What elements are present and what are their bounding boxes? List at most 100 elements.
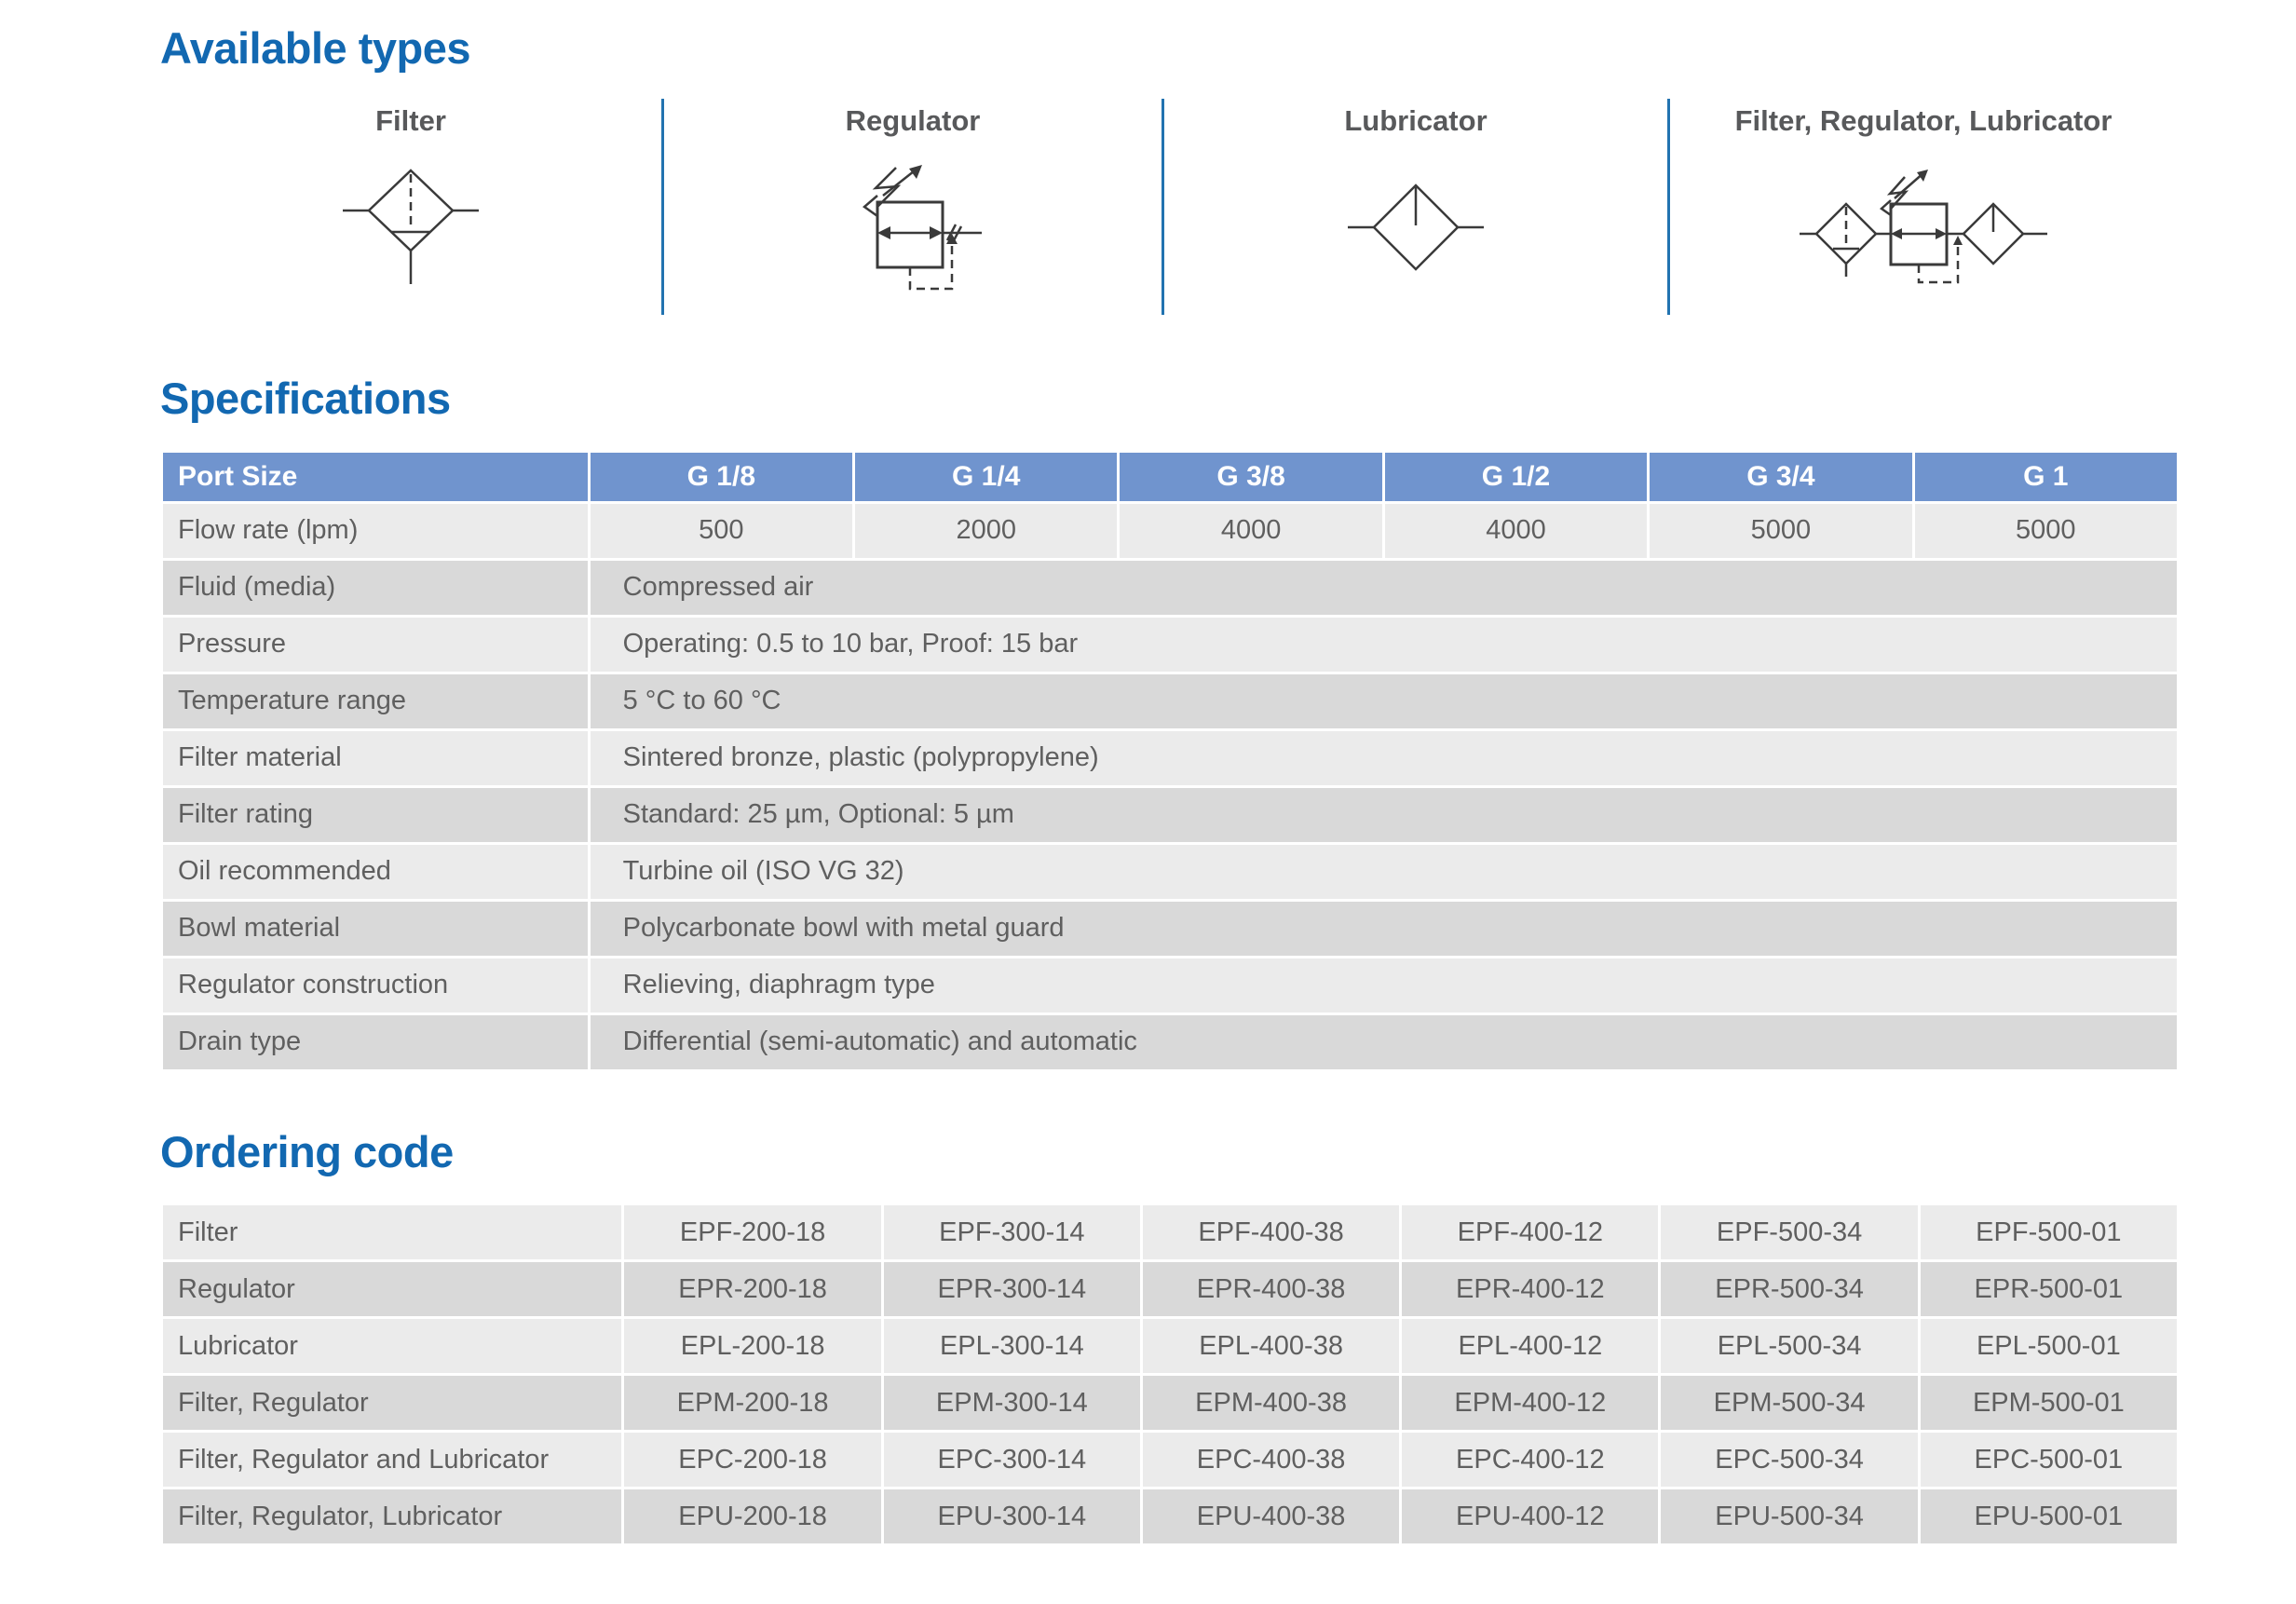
order-code: EPF-300-14 [883,1205,1140,1260]
spec-value: 5000 [1914,503,2177,558]
spec-row-temperature: Temperature range 5 °C to 60 °C [163,673,2177,728]
spec-value: Polycarbonate bowl with metal guard [590,901,2177,956]
order-code: EPL-500-34 [1661,1319,1918,1374]
spec-header-g34: G 3/4 [1650,452,1912,501]
spec-label: Filter material [163,730,588,785]
spec-value: 5000 [1650,503,1912,558]
order-row-filter-regulator-lubricator: Filter, Regulator, Lubricator EPU-200-18… [163,1489,2177,1544]
spec-row-filter-material: Filter material Sintered bronze, plastic… [163,730,2177,785]
order-code: EPC-200-18 [624,1433,881,1488]
order-code: EPR-500-01 [1920,1262,2177,1317]
order-code: EPF-400-12 [1402,1205,1659,1260]
spec-row-drain-type: Drain type Differential (semi-automatic)… [163,1014,2177,1069]
order-row-lubricator: Lubricator EPL-200-18 EPL-300-14 EPL-400… [163,1319,2177,1374]
order-code: EPL-400-12 [1402,1319,1659,1374]
spec-value: Compressed air [590,560,2177,615]
order-code: EPL-400-38 [1142,1319,1400,1374]
type-cell-filter: Filter [160,99,661,315]
order-code: EPM-500-01 [1920,1376,2177,1431]
spec-label: Filter rating [163,787,588,842]
order-label: Lubricator [163,1319,622,1374]
spec-value: 5 °C to 60 °C [590,673,2177,728]
order-label: Filter, Regulator, Lubricator [163,1489,622,1544]
ordering-code-table: Filter EPF-200-18 EPF-300-14 EPF-400-38 … [160,1203,2180,1546]
order-label: Regulator [163,1262,622,1317]
order-code: EPM-200-18 [624,1376,881,1431]
available-types-row: Filter Regulator [160,99,2177,316]
order-code: EPM-400-12 [1402,1376,1659,1431]
spec-header-g1: G 1 [1914,452,2177,501]
order-code: EPR-400-12 [1402,1262,1659,1317]
section-title-available-types: Available types [160,23,470,73]
order-row-filter-regulator: Filter, Regulator EPM-200-18 EPM-300-14 … [163,1376,2177,1431]
spec-row-bowl: Bowl material Polycarbonate bowl with me… [163,901,2177,956]
spec-value: Standard: 25 µm, Optional: 5 µm [590,787,2177,842]
order-code: EPL-200-18 [624,1319,881,1374]
spec-header-g12: G 1/2 [1384,452,1648,501]
filter-regulator-lubricator-symbol-icon [1798,142,2049,315]
order-code: EPF-500-01 [1920,1205,2177,1260]
spec-value: 2000 [855,503,1118,558]
type-label-regulator: Regulator [845,104,981,138]
spec-value: Differential (semi-automatic) and automa… [590,1014,2177,1069]
order-code: EPC-300-14 [883,1433,1140,1488]
order-code: EPC-400-12 [1402,1433,1659,1488]
order-row-filter: Filter EPF-200-18 EPF-300-14 EPF-400-38 … [163,1205,2177,1260]
order-code: EPU-400-12 [1402,1489,1659,1544]
spec-header-g18: G 1/8 [590,452,853,501]
section-title-ordering-code: Ordering code [160,1126,454,1176]
section-title-specifications: Specifications [160,374,451,424]
spec-header-g38: G 3/8 [1120,452,1382,501]
order-code: EPU-300-14 [883,1489,1140,1544]
lubricator-symbol-icon [1346,142,1486,315]
order-code: EPM-500-34 [1661,1376,1918,1431]
order-code: EPF-400-38 [1142,1205,1400,1260]
type-cell-frl: Filter, Regulator, Lubricator [1667,99,2177,316]
order-code: EPR-300-14 [883,1262,1140,1317]
order-code: EPL-500-01 [1920,1319,2177,1374]
spec-header-g14: G 1/4 [855,452,1118,501]
order-code: EPR-200-18 [624,1262,881,1317]
order-code: EPR-500-34 [1661,1262,1918,1317]
spec-value: Relieving, diaphragm type [590,958,2177,1013]
order-code: EPC-500-01 [1920,1433,2177,1488]
spec-label: Drain type [163,1014,588,1069]
order-code: EPM-400-38 [1142,1376,1400,1431]
order-code: EPL-300-14 [883,1319,1140,1374]
spec-label: Fluid (media) [163,560,588,615]
spec-value: 500 [590,503,853,558]
spec-row-regulator-construction: Regulator construction Relieving, diaphr… [163,958,2177,1013]
spec-header-port-size: Port Size [163,452,588,501]
order-code: EPF-500-34 [1661,1205,1918,1260]
order-code: EPU-400-38 [1142,1489,1400,1544]
spec-row-filter-rating: Filter rating Standard: 25 µm, Optional:… [163,787,2177,842]
spec-value: Turbine oil (ISO VG 32) [590,844,2177,899]
page-content: Available types Filter Regulator [160,23,2180,1546]
spec-row-flow-rate: Flow rate (lpm) 500 2000 4000 4000 5000 … [163,503,2177,558]
spec-label: Regulator construction [163,958,588,1013]
spec-value: 4000 [1120,503,1382,558]
spec-row-fluid: Fluid (media) Compressed air [163,560,2177,615]
type-label-filter: Filter [375,104,446,138]
spec-label: Temperature range [163,673,588,728]
order-code: EPU-200-18 [624,1489,881,1544]
order-label: Filter [163,1205,622,1260]
spec-label: Bowl material [163,901,588,956]
regulator-symbol-icon [840,142,985,315]
order-row-filter-regulator-and-lubricator: Filter, Regulator and Lubricator EPC-200… [163,1433,2177,1488]
type-label-frl: Filter, Regulator, Lubricator [1734,104,2113,138]
order-label: Filter, Regulator and Lubricator [163,1433,622,1488]
spec-row-oil: Oil recommended Turbine oil (ISO VG 32) [163,844,2177,899]
order-code: EPC-400-38 [1142,1433,1400,1488]
order-code: EPU-500-34 [1661,1489,1918,1544]
spec-header-row: Port Size G 1/8 G 1/4 G 3/8 G 1/2 G 3/4 … [163,452,2177,501]
spec-value: 4000 [1384,503,1648,558]
spec-label: Pressure [163,617,588,672]
spec-label: Oil recommended [163,844,588,899]
specifications-table: Port Size G 1/8 G 1/4 G 3/8 G 1/2 G 3/4 … [160,450,2180,1072]
spec-value: Operating: 0.5 to 10 bar, Proof: 15 bar [590,617,2177,672]
spec-label: Flow rate (lpm) [163,503,588,558]
spec-value: Sintered bronze, plastic (polypropylene) [590,730,2177,785]
type-cell-regulator: Regulator [661,99,1162,316]
order-row-regulator: Regulator EPR-200-18 EPR-300-14 EPR-400-… [163,1262,2177,1317]
